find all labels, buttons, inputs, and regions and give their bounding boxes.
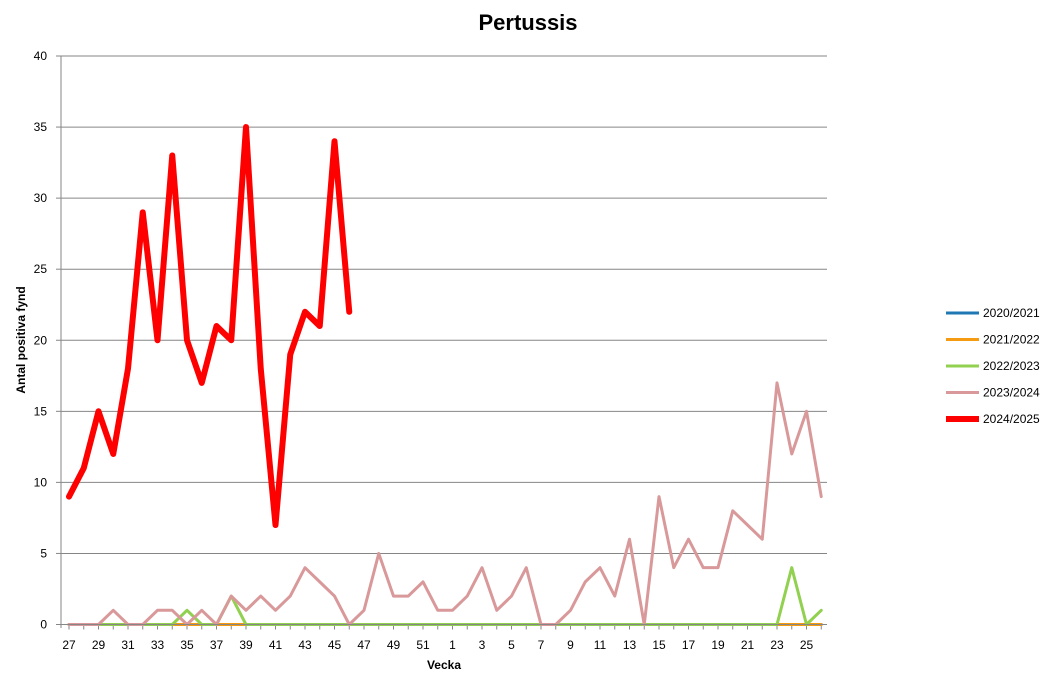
- x-tick-label: 15: [652, 638, 666, 652]
- y-tick-label: 40: [34, 49, 48, 63]
- x-tick-label: 31: [121, 638, 135, 652]
- legend: 2020/2021 2021/2022 2022/2023 2023/2024 2024…: [946, 306, 1040, 426]
- y-tick-label: 15: [34, 404, 48, 418]
- legend-label: 2020/2021: [983, 306, 1040, 320]
- x-tick-label: 39: [239, 638, 253, 652]
- x-tick-label: 47: [357, 638, 371, 652]
- y-tick-label: 25: [34, 262, 48, 276]
- y-tick-label: 10: [34, 475, 48, 489]
- gridlines: [61, 55, 827, 554]
- legend-label: 2022/2023: [983, 359, 1040, 373]
- x-tick-label: 51: [416, 638, 430, 652]
- y-axis-label: Antal positiva fynd: [14, 286, 28, 393]
- x-tick-label: 23: [770, 638, 784, 652]
- x-tick-label: 25: [800, 638, 814, 652]
- x-tick-label: 45: [328, 638, 342, 652]
- x-tick-label: 9: [567, 638, 574, 652]
- x-tick-label: 13: [623, 638, 637, 652]
- y-tick-label: 20: [34, 333, 48, 347]
- x-tick-label: 43: [298, 638, 312, 652]
- data-series: [66, 124, 823, 626]
- y-tick-label: 5: [40, 546, 47, 560]
- y-tick-label: 0: [40, 618, 47, 632]
- series-line: [66, 124, 353, 529]
- x-tick-label: 19: [711, 638, 725, 652]
- series-line: [67, 566, 823, 626]
- x-tick-label: 11: [594, 638, 607, 652]
- x-tick-label: 33: [151, 638, 165, 652]
- x-tick-label: 35: [180, 638, 194, 652]
- x-tick-label: 17: [682, 638, 696, 652]
- legend-label: 2021/2022: [983, 333, 1040, 347]
- x-axis-ticks: 27 29 31 33 35 37 39 41 43 45 47 49 51 1 3 5 7 9 11 13 15 17 1…: [62, 624, 822, 652]
- legend-label: 2024/2025: [983, 412, 1040, 426]
- x-tick-label: 41: [269, 638, 283, 652]
- series-line: [67, 381, 823, 626]
- x-tick-label: 5: [508, 638, 515, 652]
- x-axis-label: Vecka: [427, 658, 461, 672]
- y-axis-ticks: 0 5 10 15 20 25 30 35 40: [34, 49, 61, 632]
- y-tick-label: 30: [34, 191, 48, 205]
- x-tick-label: 49: [387, 638, 401, 652]
- x-tick-label: 1: [449, 638, 456, 652]
- x-tick-label: 7: [538, 638, 545, 652]
- chart-title: Pertussis: [478, 10, 577, 35]
- x-tick-label: 3: [479, 638, 486, 652]
- x-tick-label: 21: [741, 638, 755, 652]
- x-tick-label: 27: [62, 638, 76, 652]
- x-tick-label: 37: [210, 638, 224, 652]
- x-tick-label: 29: [92, 638, 106, 652]
- y-tick-label: 35: [34, 120, 48, 134]
- legend-label: 2023/2024: [983, 386, 1040, 400]
